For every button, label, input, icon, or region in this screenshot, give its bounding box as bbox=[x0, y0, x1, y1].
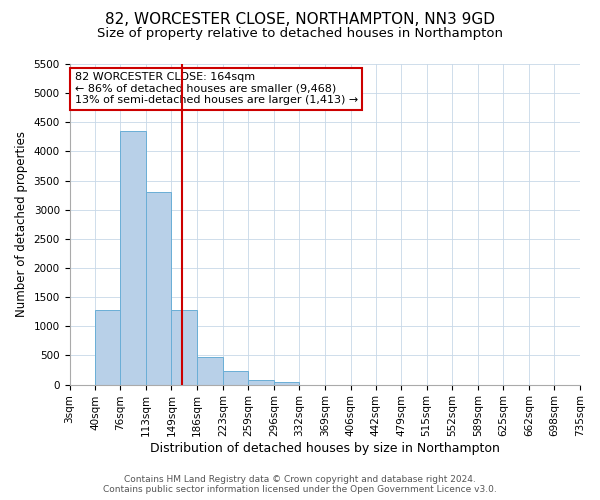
Bar bbox=[197, 356, 223, 384]
X-axis label: Distribution of detached houses by size in Northampton: Distribution of detached houses by size … bbox=[150, 442, 500, 455]
Bar bbox=[248, 380, 274, 384]
Y-axis label: Number of detached properties: Number of detached properties bbox=[15, 132, 28, 318]
Text: 82, WORCESTER CLOSE, NORTHAMPTON, NN3 9GD: 82, WORCESTER CLOSE, NORTHAMPTON, NN3 9G… bbox=[105, 12, 495, 28]
Text: Size of property relative to detached houses in Northampton: Size of property relative to detached ho… bbox=[97, 28, 503, 40]
Bar bbox=[172, 310, 197, 384]
Bar bbox=[274, 382, 299, 384]
Bar bbox=[121, 131, 146, 384]
Bar bbox=[223, 371, 248, 384]
Bar bbox=[146, 192, 172, 384]
Text: Contains HM Land Registry data © Crown copyright and database right 2024.
Contai: Contains HM Land Registry data © Crown c… bbox=[103, 474, 497, 494]
Text: 82 WORCESTER CLOSE: 164sqm
← 86% of detached houses are smaller (9,468)
13% of s: 82 WORCESTER CLOSE: 164sqm ← 86% of deta… bbox=[74, 72, 358, 105]
Bar bbox=[95, 310, 121, 384]
